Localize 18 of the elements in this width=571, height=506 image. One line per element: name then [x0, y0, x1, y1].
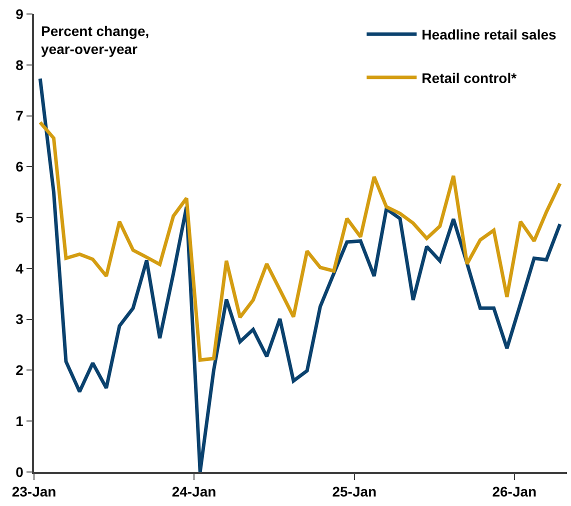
y-tick-label: 1 — [16, 413, 24, 430]
y-tick-label: 0 — [16, 464, 24, 480]
y-tick-label: 5 — [16, 209, 24, 226]
y-tick-label: 8 — [16, 56, 24, 73]
y-tick-label: 2 — [16, 362, 24, 378]
annotation: Percent change, year-over-year — [41, 23, 150, 58]
line-series — [38, 120, 562, 362]
legend-label: Retail control* — [422, 70, 518, 86]
x-tick-label: 23-Jan — [12, 484, 56, 500]
y-tick-label: 4 — [16, 260, 24, 276]
x-tick-label: 24-Jan — [172, 484, 216, 500]
y-tick-label: 3 — [16, 311, 24, 328]
x-tick-label: 26-Jan — [492, 484, 537, 500]
legend-label: Headline retail sales — [422, 26, 557, 43]
y-tick-label: 9 — [16, 6, 24, 22]
x-tick-label: 25-Jan — [332, 484, 377, 500]
y-tick-label: 7 — [16, 108, 24, 124]
y-tick-label: 6 — [16, 158, 24, 175]
